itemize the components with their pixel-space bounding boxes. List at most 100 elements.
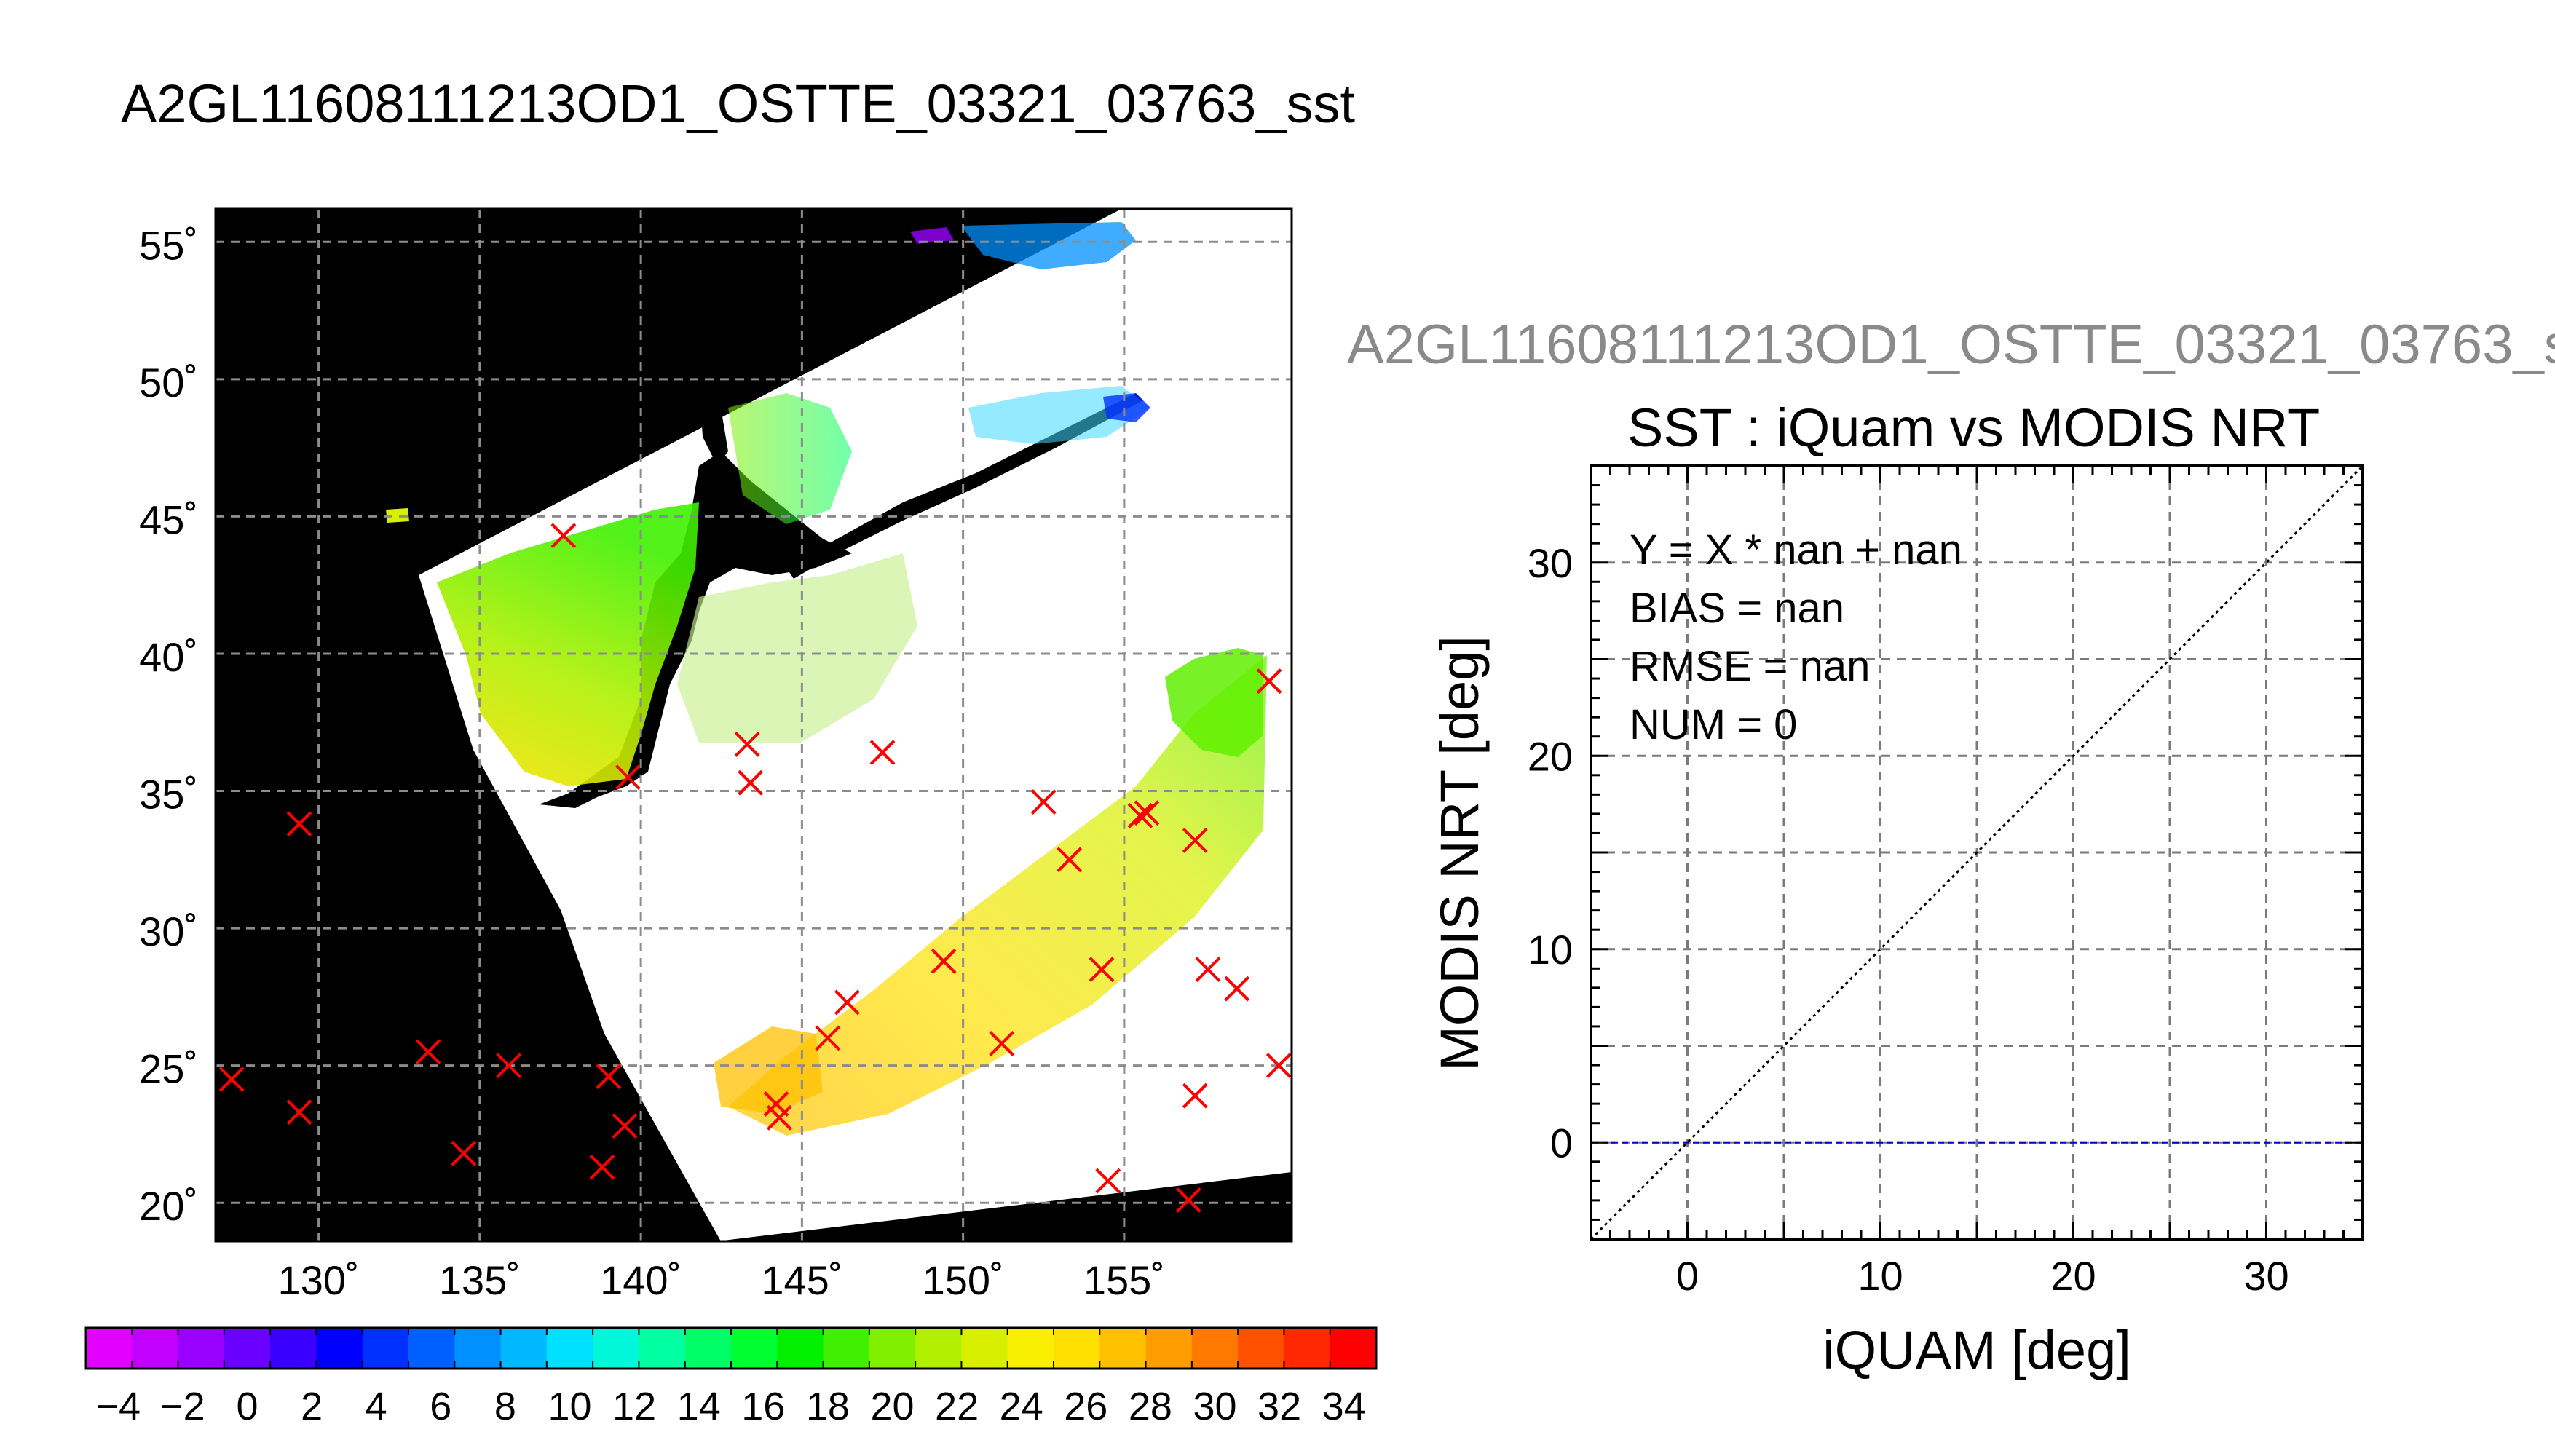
colorbar-segment [639, 1328, 686, 1369]
buoy-marker [1265, 1053, 1292, 1079]
map-grid [216, 209, 1292, 1241]
y-tick-label: 30 [1528, 540, 1573, 586]
buoy-marker [286, 811, 312, 837]
buoy-marker [1030, 789, 1057, 815]
colorbar-segment [731, 1328, 778, 1369]
colorbar-tick-label: −4 [96, 1385, 141, 1428]
y-tick-label: 20 [1528, 733, 1573, 779]
colorbar-segment [408, 1328, 456, 1369]
scatter-title: SST : iQuam vs MODIS NRT [1627, 397, 2321, 458]
buoy-marker [496, 1053, 522, 1079]
sst-map: 55˚ 50˚ 45˚ 40˚ 35˚ 30˚ 25˚ 20˚ 130˚ 135˚ 140˚ 145… [139, 207, 1293, 1303]
colorbar-segment [270, 1328, 317, 1369]
buoy-marker [734, 731, 760, 757]
y-tick-label: 0 [1550, 1120, 1573, 1166]
lon-tick-label: 150˚ [923, 1257, 1004, 1303]
sst-far-north-blue [961, 222, 1136, 269]
colorbar-tick-label: 10 [548, 1385, 591, 1428]
colorbar-tick-label: 6 [430, 1385, 451, 1428]
x-tick-label: 10 [1857, 1253, 1903, 1299]
buoy-marker [834, 989, 860, 1016]
colorbar-tick-label: 16 [741, 1385, 785, 1428]
colorbar-tick-label: 34 [1322, 1385, 1366, 1428]
buoy-marker [415, 1039, 441, 1065]
x-tick-label: 20 [2050, 1253, 2096, 1299]
colorbar-segment [362, 1328, 409, 1369]
buoy-marker [1175, 1187, 1201, 1213]
map-frame [214, 207, 1293, 1243]
lat-tick-label: 35˚ [139, 772, 198, 818]
lat-tick-label: 45˚ [139, 496, 198, 542]
colorbar-segment [961, 1328, 1008, 1369]
lat-tick-label: 50˚ [139, 360, 198, 405]
buoy-markers [218, 523, 1292, 1213]
colorbar-segment [684, 1328, 732, 1369]
buoy-marker [1134, 800, 1160, 826]
sst-colorbar: −4 −2 0 2 4 6 8 10 12 14 16 18 20 22 24 26 28 30 32 34 [84, 1326, 1378, 1428]
x-tick-label: 30 [2243, 1253, 2289, 1299]
colorbar-segment [1099, 1328, 1147, 1369]
land-sakhalin [699, 306, 735, 466]
colorbar-segment [1191, 1328, 1239, 1369]
sst-pacific-north [677, 553, 917, 743]
colorbar-segment [178, 1328, 225, 1369]
buoy-marker [218, 1067, 245, 1092]
colorbar-tick-label: 12 [612, 1385, 656, 1428]
buoy-marker [612, 1113, 638, 1139]
colorbar-segment [224, 1328, 271, 1369]
colorbar-segment [1145, 1328, 1193, 1369]
buoy-marker [1127, 803, 1153, 828]
buoy-marker [1095, 1168, 1121, 1194]
colorbar-tick-label: 28 [1129, 1385, 1172, 1428]
colorbar-tick-label: 2 [301, 1385, 323, 1428]
colorbar-segment [915, 1328, 963, 1369]
y-tick-label: 10 [1528, 927, 1573, 973]
scatter-reference-lines [1590, 464, 2364, 1241]
buoy-marker [1256, 668, 1282, 695]
colorbar-segment [86, 1328, 133, 1369]
sst-okhotsk [728, 393, 852, 524]
colorbar-tick-label: −2 [160, 1385, 205, 1428]
scatter-minor-ticks [1591, 464, 2364, 1239]
lat-tick-label: 25˚ [139, 1046, 198, 1092]
sst-kuroshio-warm [714, 1026, 823, 1114]
lat-tick-label: 20˚ [139, 1183, 198, 1229]
stat-line: RMSE = nan [1630, 643, 1870, 690]
colorbar-tick-label: 20 [870, 1385, 914, 1428]
colorbar-segment [869, 1328, 916, 1369]
sst-japan-sea [437, 502, 699, 786]
scatter-grid [1591, 466, 2363, 1239]
colorbar-tick-label: 24 [1000, 1385, 1043, 1428]
colorbar-tick-label: 18 [806, 1385, 850, 1428]
buoy-marker [931, 948, 957, 974]
scatter-tick-labels: 0 10 20 30 0 10 20 30 [1528, 540, 2289, 1299]
buoy-marker [286, 1099, 312, 1125]
sst-far-north-violet [910, 227, 954, 244]
buoy-marker [989, 1031, 1015, 1056]
lat-tick-label: 55˚ [139, 222, 198, 268]
colorbar-segment [1284, 1328, 1331, 1369]
x-tick-label: 0 [1676, 1253, 1699, 1299]
buoy-marker [550, 523, 577, 549]
lon-tick-label: 130˚ [278, 1257, 360, 1303]
buoy-marker [1182, 827, 1208, 853]
land-japan [539, 451, 852, 808]
y-axis-label: MODIS NRT [deg] [1429, 636, 1490, 1071]
colorbar-segment [1238, 1328, 1285, 1369]
scatter-super-title: A2GL11608111213OD1_OSTTE_03321_03763_s [1347, 314, 2555, 376]
sst-island-patch [386, 508, 409, 523]
colorbar-segment [1007, 1328, 1054, 1369]
colorbar-segment [1054, 1328, 1101, 1369]
stat-line: Y = X * nan + nan [1630, 526, 1962, 574]
colorbar-tick-label: 0 [236, 1385, 258, 1428]
colorbar-segment [546, 1328, 593, 1369]
page-title: A2GL11608111213OD1_OSTTE_03321_03763_sst [121, 74, 1356, 134]
lon-tick-label: 155˚ [1083, 1257, 1165, 1303]
buoy-marker [596, 1064, 622, 1090]
scatter-plot: 0 10 20 30 0 10 20 30 iQUAM [deg] MODIS NRT [de… [1429, 464, 2364, 1380]
colorbar-segment [132, 1328, 179, 1369]
buoy-marker [589, 1154, 615, 1180]
colorbar-tick-label: 32 [1257, 1385, 1301, 1428]
colorbar-tick-label: 8 [494, 1385, 516, 1428]
